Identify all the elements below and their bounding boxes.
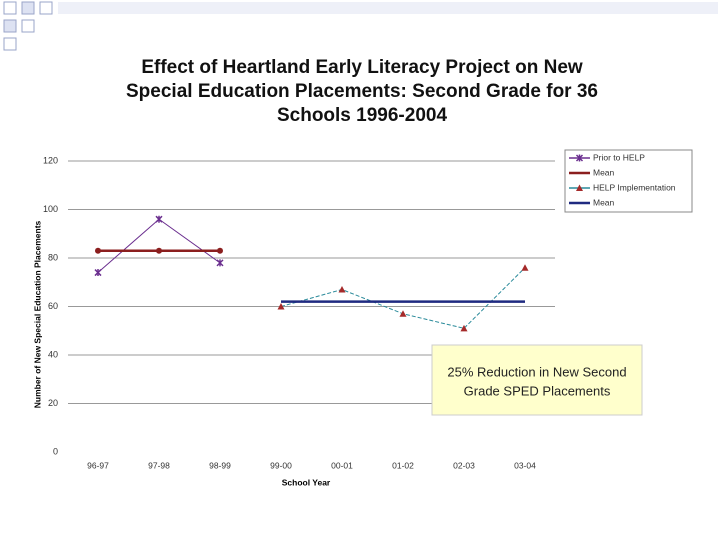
- chart-title: Effect of Heartland Early Literacy Proje…: [141, 57, 583, 78]
- series: [95, 247, 223, 254]
- legend-label: Prior to HELP: [593, 152, 645, 162]
- chart-title: Schools 1996-2004: [277, 105, 447, 126]
- legend: Prior to HELP Mean HELP Implementation Mean: [564, 149, 693, 213]
- legend-label: Mean: [593, 167, 615, 177]
- decoration: [3, 1, 718, 51]
- y-tick-label: 100: [43, 204, 58, 214]
- point: [95, 247, 101, 254]
- y-tick-label: 120: [43, 155, 58, 165]
- y-tick-label: 40: [48, 349, 58, 359]
- y-tick-label: 20: [48, 398, 58, 408]
- y-axis-label: Number of New Special Education Placemen…: [32, 220, 42, 408]
- point: [399, 310, 407, 317]
- point: [155, 215, 163, 223]
- annotation-text: 25% Reduction in New Second: [447, 364, 626, 379]
- point: [521, 264, 529, 271]
- legend-label: HELP Implementation: [593, 182, 676, 192]
- annotation-box: [431, 344, 643, 416]
- x-tick-label: 97-98: [148, 460, 170, 470]
- series: [94, 215, 224, 277]
- point: [94, 269, 102, 277]
- annotation: 25% Reduction in New Second Grade SPED Pl…: [431, 344, 643, 416]
- y-tick-label: 60: [48, 301, 58, 311]
- point: [216, 259, 224, 267]
- x-tick-label: 96-97: [87, 460, 109, 470]
- y-tick-label: 80: [48, 252, 58, 262]
- y-tick-label: 0: [53, 446, 58, 456]
- point: [575, 154, 584, 162]
- annotation-text: Grade SPED Placements: [464, 383, 611, 398]
- x-tick-label: 01-02: [392, 460, 414, 470]
- x-axis-label: School Year: [282, 477, 331, 487]
- x-tick-label: 99-00: [270, 460, 292, 470]
- x-tick-label: 98-99: [209, 460, 231, 470]
- chart-title: Special Education Placements: Second Gra…: [126, 81, 598, 102]
- point: [277, 303, 285, 310]
- point: [460, 324, 468, 332]
- point: [338, 286, 346, 293]
- point: [156, 247, 162, 254]
- point: [576, 184, 583, 191]
- x-tick-label: 00-01: [331, 460, 353, 470]
- series: [277, 264, 529, 332]
- point: [217, 247, 223, 254]
- legend-label: Mean: [593, 197, 615, 207]
- x-tick-label: 02-03: [453, 460, 475, 470]
- x-tick-label: 03-04: [514, 460, 536, 470]
- legend-box: [564, 149, 693, 213]
